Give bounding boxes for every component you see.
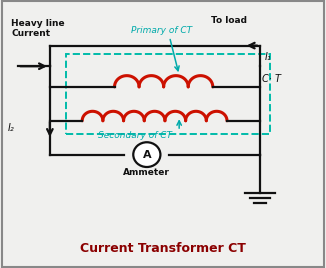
Bar <box>66 54 270 134</box>
Text: Ammeter: Ammeter <box>124 168 170 177</box>
Text: I₂: I₂ <box>8 123 15 133</box>
Text: C· T: C· T <box>261 75 281 84</box>
Text: Heavy line
Current: Heavy line Current <box>11 19 65 39</box>
Text: Current Transformer CT: Current Transformer CT <box>80 243 246 255</box>
Circle shape <box>133 142 160 167</box>
Text: A: A <box>142 150 151 160</box>
Text: To load: To load <box>212 16 247 25</box>
Text: Secondary of CT: Secondary of CT <box>98 131 172 140</box>
Text: Primary of CT: Primary of CT <box>131 26 192 35</box>
Text: I₁: I₁ <box>265 52 272 62</box>
